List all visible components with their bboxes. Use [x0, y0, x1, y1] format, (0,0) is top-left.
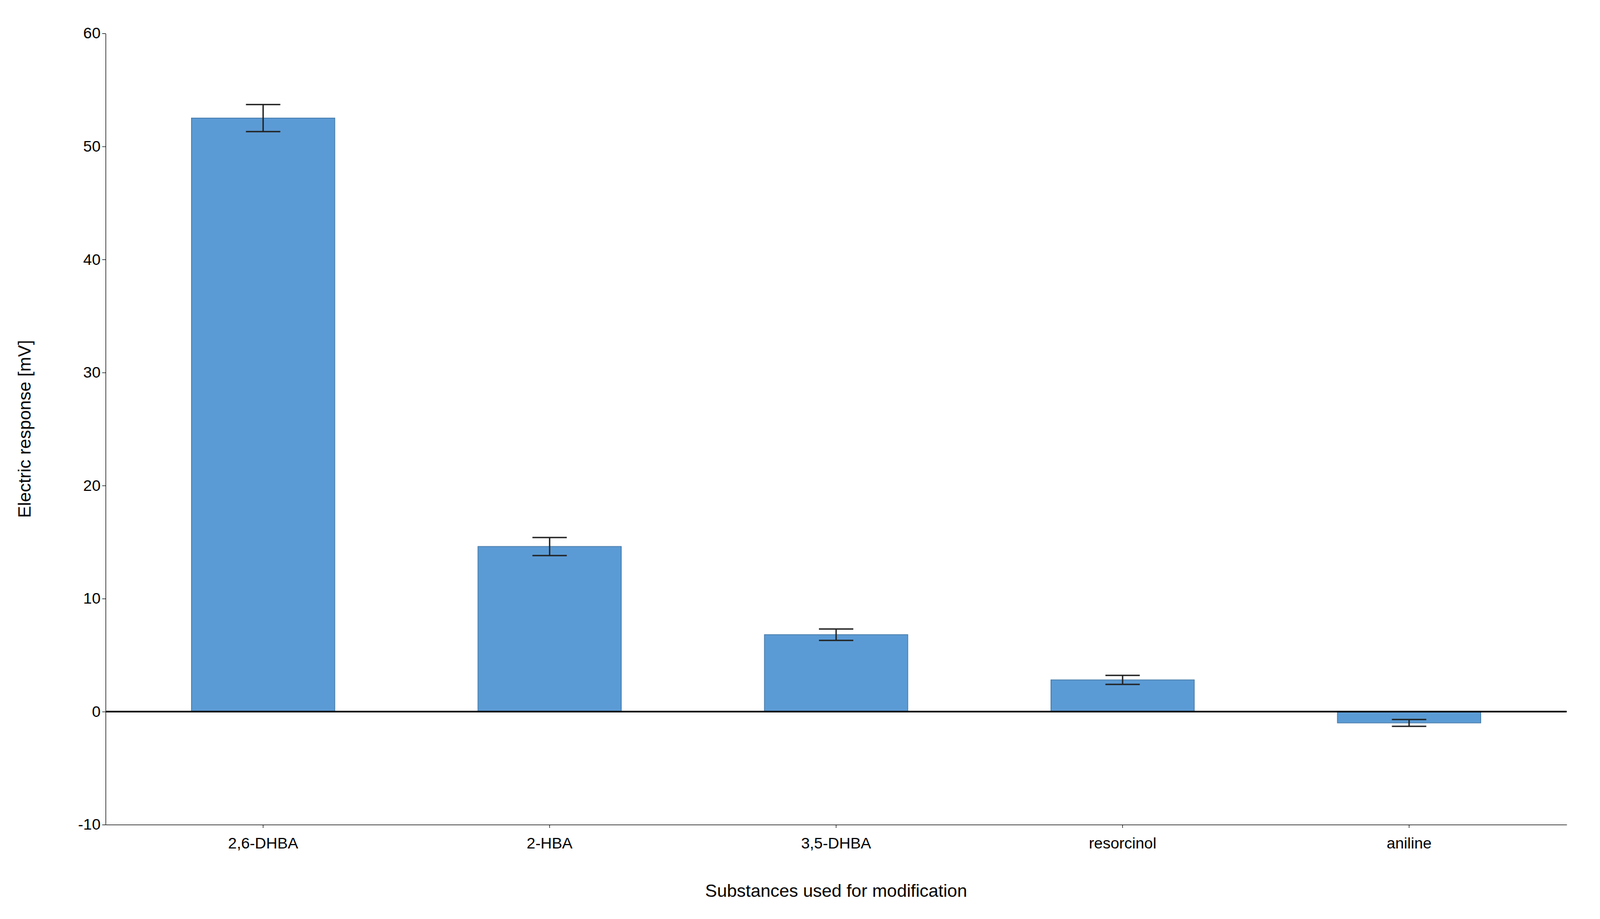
- chart-container: -10 0 10 20 30 40 50 60 2,6-DHBA 2-HBA 3,5-DHBA res…: [0, 0, 1600, 919]
- y-axis-line: [105, 33, 107, 826]
- x-tick: 2,6-DHBA: [228, 825, 299, 853]
- y-tick-label: 60: [83, 24, 101, 42]
- x-tick-mark: [549, 825, 550, 829]
- x-tick-label: 2-HBA: [526, 835, 573, 853]
- error-bar-cap-top: [1105, 675, 1140, 677]
- x-tick: resorcinol: [1088, 825, 1157, 853]
- error-bar: [532, 537, 567, 557]
- x-axis-title: Substances used for modification: [705, 881, 967, 902]
- error-bar-stem: [548, 537, 551, 557]
- y-tick: 50: [83, 137, 106, 155]
- y-tick: -10: [78, 816, 106, 834]
- y-tick-label: -10: [78, 816, 101, 834]
- bar: [477, 546, 622, 712]
- y-tick: 30: [83, 363, 106, 382]
- plot: -10 0 10 20 30 40 50 60 2,6-DHBA 2-HBA 3,5-DHBA res…: [78, 24, 1568, 852]
- x-tick-mark: [1122, 825, 1123, 829]
- error-bar: [1391, 720, 1427, 727]
- x-axis: 2,6-DHBA 2-HBA 3,5-DHBA resorcinol aniline: [106, 825, 1568, 853]
- y-tick-mark: [102, 598, 106, 600]
- y-tick: 40: [83, 251, 106, 269]
- y-tick-mark: [102, 711, 106, 713]
- error-bar-cap-top: [818, 628, 854, 631]
- marks: [191, 104, 1482, 727]
- y-tick-label: 30: [83, 363, 101, 382]
- error-bar: [1105, 675, 1140, 685]
- y-axis-title: Electric response [mV]: [14, 340, 35, 518]
- error-bar-cap-bottom: [1391, 726, 1427, 728]
- x-tick-mark: [836, 825, 837, 829]
- y-tick-mark: [102, 825, 106, 826]
- error-bar: [246, 104, 281, 132]
- x-tick-label: 3,5-DHBA: [801, 835, 872, 853]
- x-tick-mark: [262, 825, 264, 829]
- bar: [1051, 680, 1195, 712]
- y-tick-mark: [102, 485, 106, 487]
- y-tick-mark: [102, 33, 106, 34]
- error-bar-stem: [1408, 720, 1410, 727]
- error-bar-stem: [262, 104, 264, 132]
- error-bar-cap-bottom: [1105, 683, 1140, 686]
- x-tick-label: aniline: [1386, 835, 1432, 853]
- x-tick: 3,5-DHBA: [801, 825, 872, 853]
- y-axis: -10 0 10 20 30 40 50 60: [78, 24, 107, 834]
- chart-svg: -10 0 10 20 30 40 50 60 2,6-DHBA 2-HBA 3,5-DHBA res…: [0, 0, 1600, 919]
- zero-line: [105, 711, 1567, 713]
- y-tick-label: 0: [91, 703, 101, 721]
- bar: [191, 118, 335, 713]
- y-tick-label: 50: [83, 137, 101, 155]
- error-bar-cap-bottom: [246, 131, 281, 133]
- y-tick-mark: [102, 372, 106, 374]
- error-bar-cap-top: [532, 537, 567, 539]
- x-tick-label: resorcinol: [1088, 835, 1157, 853]
- x-tick: aniline: [1386, 825, 1432, 853]
- error-bar-cap-top: [246, 103, 281, 106]
- y-tick: 0: [91, 703, 106, 721]
- y-tick-label: 10: [83, 590, 101, 608]
- error-bar-cap-bottom: [818, 640, 854, 642]
- y-tick-label: 40: [83, 251, 101, 269]
- y-tick: 10: [83, 590, 106, 608]
- y-tick-mark: [102, 259, 106, 260]
- error-bar-cap-bottom: [532, 555, 567, 557]
- bar: [764, 635, 908, 712]
- y-tick: 60: [83, 24, 106, 42]
- error-bar-stem: [1121, 675, 1124, 685]
- x-tick: 2-HBA: [526, 825, 573, 853]
- y-tick-mark: [102, 146, 106, 148]
- x-tick-mark: [1408, 825, 1410, 829]
- error-bar-cap-top: [1391, 718, 1427, 721]
- error-bar-stem: [835, 629, 838, 641]
- error-bar: [818, 629, 854, 641]
- y-tick-label: 20: [83, 477, 101, 495]
- y-tick: 20: [83, 477, 106, 495]
- x-tick-label: 2,6-DHBA: [228, 835, 299, 853]
